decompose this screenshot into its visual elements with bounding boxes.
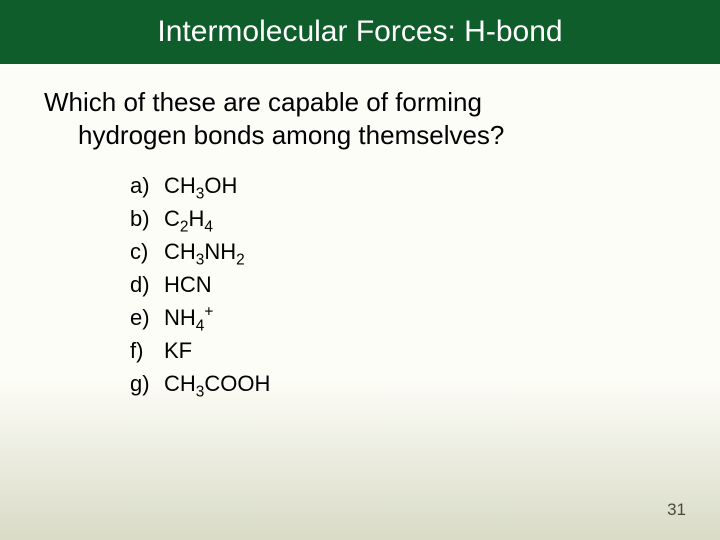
option-formula: NH4+ — [164, 301, 213, 334]
option-letter: b) — [130, 202, 164, 235]
option-row: g) CH3COOH — [130, 367, 676, 400]
option-formula: CH3COOH — [164, 367, 270, 400]
content-area: Which of these are capable of forming hy… — [0, 64, 720, 400]
question-text: Which of these are capable of forming hy… — [44, 86, 676, 151]
option-row: d) HCN — [130, 268, 676, 301]
option-formula: HCN — [164, 268, 212, 301]
option-letter: a) — [130, 169, 164, 202]
question-line-1: Which of these are capable of forming — [44, 87, 482, 117]
title-bar: Intermolecular Forces: H-bond — [0, 0, 720, 64]
option-letter: f) — [130, 334, 164, 367]
option-row: e) NH4+ — [130, 301, 676, 334]
option-row: c) CH3NH2 — [130, 235, 676, 268]
option-formula: C2H4 — [164, 202, 213, 235]
option-letter: c) — [130, 235, 164, 268]
option-formula: CH3NH2 — [164, 235, 245, 268]
options-list: a) CH3OH b) C2H4 c) CH3NH2 d) HCN e) NH4… — [44, 169, 676, 400]
option-row: b) C2H4 — [130, 202, 676, 235]
option-row: f) KF — [130, 334, 676, 367]
option-letter: g) — [130, 367, 164, 400]
option-letter: e) — [130, 301, 164, 334]
option-formula: CH3OH — [164, 169, 237, 202]
option-formula: KF — [164, 334, 192, 367]
question-line-2: hydrogen bonds among themselves? — [44, 119, 676, 152]
option-letter: d) — [130, 268, 164, 301]
page-number: 31 — [667, 500, 686, 520]
option-row: a) CH3OH — [130, 169, 676, 202]
slide-title: Intermolecular Forces: H-bond — [157, 15, 562, 49]
